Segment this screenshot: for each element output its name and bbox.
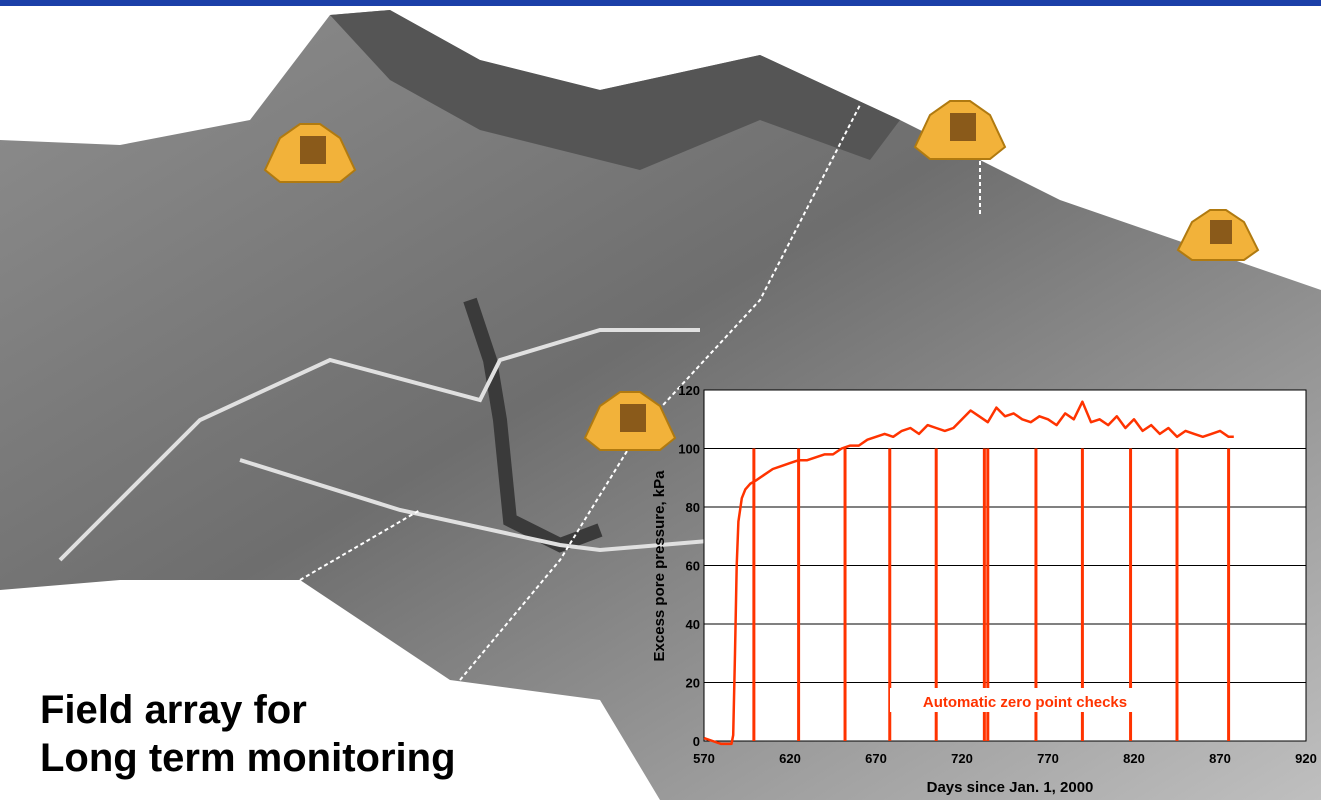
zero-check-annotation: Automatic zero point checks [923, 694, 1127, 711]
y-axis-title: Excess pore pressure, kPa [651, 470, 668, 662]
terrain-channel [463, 297, 603, 553]
pore-pressure-series [703, 400, 1234, 746]
monitoring-station-icon [263, 123, 357, 183]
y-tick-label: 60 [686, 559, 700, 574]
survey-track-2 [239, 458, 721, 553]
terrain-scarp [330, 10, 900, 170]
grid-layer [704, 448, 1306, 683]
annotation-background [890, 688, 1160, 712]
pore-pressure-chart: 0 20 40 60 80 100 120 570 620 670 720 770 820 870 920 … [640, 380, 1321, 800]
x-tick-label: 720 [951, 751, 973, 766]
survey-track-1 [58, 328, 700, 562]
series-layer [703, 400, 1234, 746]
x-tick-label: 770 [1037, 751, 1059, 766]
x-tick-label: 620 [779, 751, 801, 766]
y-tick-label: 100 [678, 442, 700, 457]
y-tick-label: 120 [678, 383, 700, 398]
monitoring-station-icon [1176, 209, 1260, 261]
y-tick-label: 80 [686, 500, 700, 515]
monitoring-station-icon [913, 100, 1007, 160]
x-tick-label: 820 [1123, 751, 1145, 766]
slide-title-line-1: Field array for [40, 688, 307, 732]
x-tick-label: 570 [693, 751, 715, 766]
y-tick-label: 0 [693, 734, 700, 749]
tick-label-layer: 0 20 40 60 80 100 120 570 620 670 720 770 820 870 920 [678, 383, 1317, 766]
slide-title-line-2: Long term monitoring [40, 736, 456, 780]
x-tick-label: 870 [1209, 751, 1231, 766]
y-tick-label: 40 [686, 617, 700, 632]
x-tick-label: 670 [865, 751, 887, 766]
y-tick-label: 20 [686, 676, 700, 691]
x-tick-label: 920 [1295, 751, 1317, 766]
slide-title: Field array for Long term monitoring [40, 686, 456, 782]
monitoring-station-icon [583, 391, 677, 451]
x-axis-title: Days since Jan. 1, 2000 [927, 779, 1094, 796]
survey-track-4 [299, 509, 421, 581]
slide-top-bar [0, 0, 1321, 6]
